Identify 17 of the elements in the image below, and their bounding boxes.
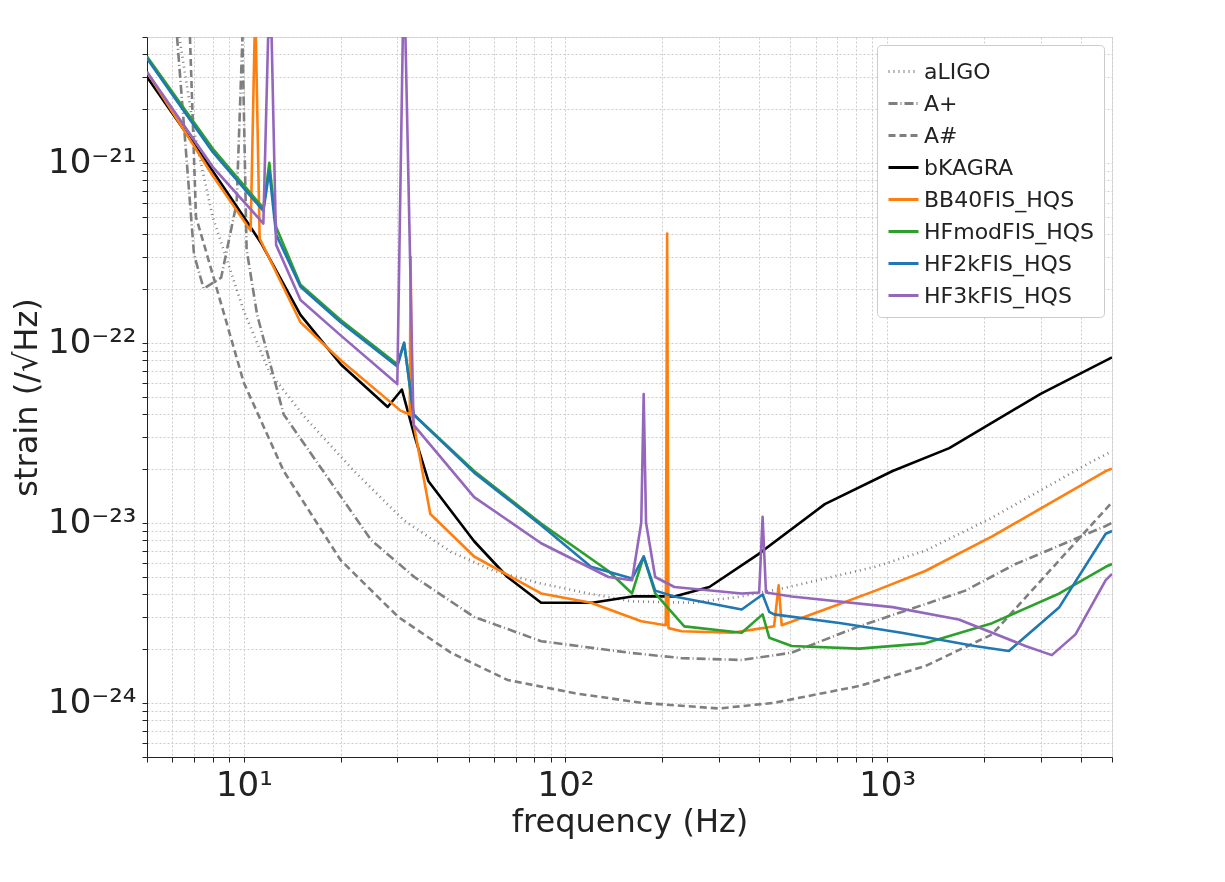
legend-label: BB40FIS_HQS — [924, 186, 1075, 213]
y-tick-label: 10⁻²³ — [48, 501, 137, 542]
legend-label: HFmodFIS_HQS — [924, 218, 1094, 245]
y-tick-label: 10⁻²⁴ — [48, 681, 137, 722]
legend-label: bKAGRA — [924, 154, 1014, 180]
x-tick-label: 10² — [537, 763, 595, 804]
y-tick-label: 10⁻²¹ — [48, 141, 137, 182]
x-tick-label: 10¹ — [215, 763, 273, 804]
legend-label: HF3kFIS_HQS — [924, 282, 1072, 309]
legend-label: aLIGO — [924, 58, 991, 84]
y-tick-label: 10⁻²² — [48, 321, 137, 362]
legend-label: A# — [924, 122, 958, 148]
legend-label: A+ — [924, 90, 958, 116]
legend-label: HF2kFIS_HQS — [924, 250, 1072, 277]
x-tick-label: 10³ — [859, 763, 917, 804]
y-axis-title: strain (/√Hz) — [7, 298, 46, 497]
x-axis-title: frequency (Hz) — [511, 801, 749, 840]
